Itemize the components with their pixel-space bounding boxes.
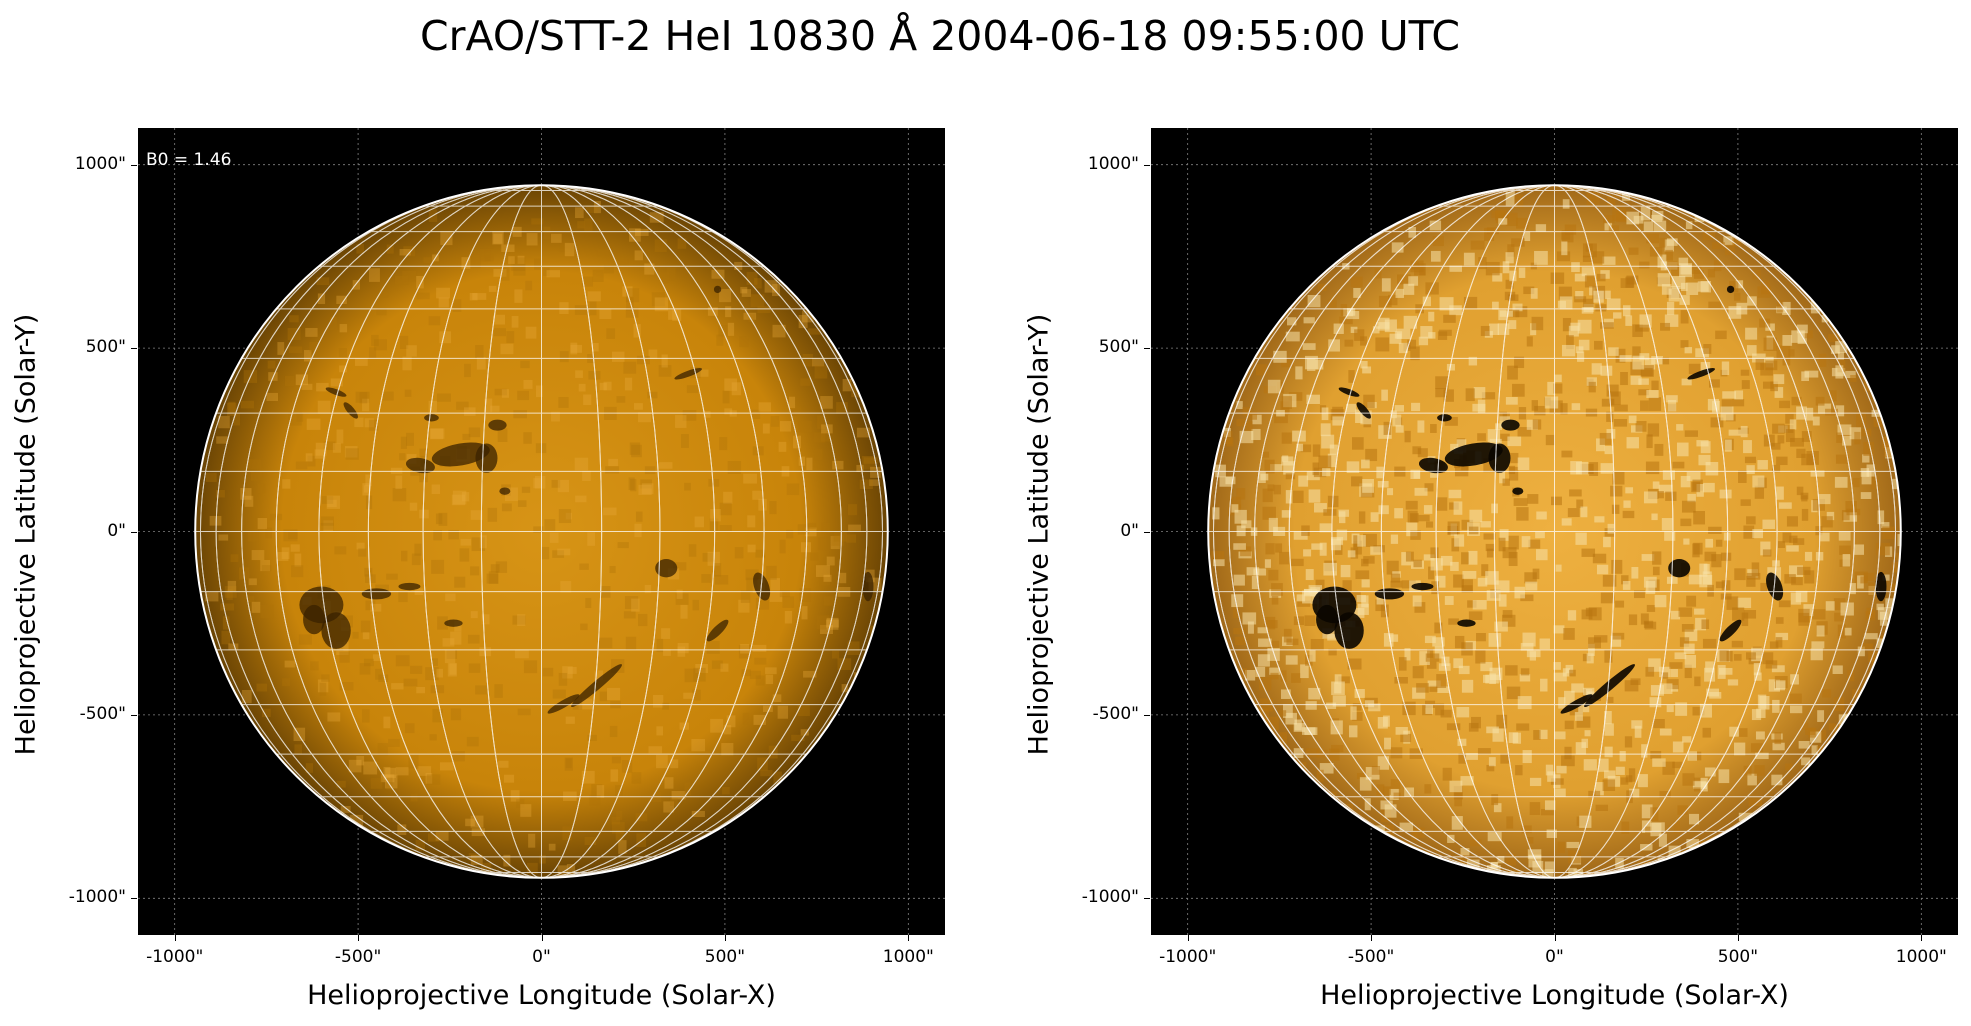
left-solar-disk-image bbox=[138, 128, 945, 935]
dark-feature bbox=[398, 582, 421, 591]
dark-feature bbox=[361, 588, 392, 600]
dark-feature bbox=[1488, 443, 1511, 473]
dark-feature bbox=[1457, 619, 1476, 627]
dark-feature bbox=[325, 387, 347, 397]
y-tick-mark bbox=[131, 531, 137, 533]
dark-feature bbox=[1418, 457, 1448, 474]
y-tick-mark bbox=[131, 898, 137, 900]
dark-feature bbox=[499, 487, 511, 495]
x-tick-mark bbox=[1737, 935, 1739, 941]
b0-annotation: B0 = 1.46 bbox=[146, 150, 232, 170]
x-tick-label: -500" bbox=[334, 947, 382, 967]
x-tick-label: 500" bbox=[1717, 947, 1759, 967]
dark-feature bbox=[1512, 487, 1524, 495]
left-solar-image-panel: B0 = 1.46 bbox=[138, 128, 945, 935]
y-tick-label: -500" bbox=[79, 703, 126, 724]
y-tick-mark bbox=[1144, 898, 1150, 900]
heliographic-grid bbox=[195, 185, 888, 878]
dark-feature bbox=[303, 604, 326, 635]
x-tick-mark bbox=[358, 935, 360, 941]
dark-feature bbox=[571, 664, 622, 708]
dark-feature bbox=[1334, 612, 1364, 649]
dark-feature bbox=[424, 414, 439, 422]
dark-feature bbox=[655, 559, 678, 578]
dark-feature bbox=[1584, 664, 1635, 708]
x-tick-label: 1000" bbox=[882, 947, 934, 967]
dark-feature bbox=[1668, 559, 1691, 578]
y-tick-mark bbox=[131, 348, 137, 350]
dark-feature bbox=[713, 285, 722, 294]
dark-feature bbox=[1316, 604, 1339, 635]
dark-feature bbox=[1501, 419, 1520, 431]
x-tick-label: -1000" bbox=[146, 947, 204, 967]
right-solar-disk-image bbox=[1151, 128, 1958, 935]
left-x-axis-label: Helioprojective Longitude (Solar-X) bbox=[307, 980, 776, 1011]
dark-feature bbox=[475, 443, 498, 473]
y-tick-label: 0" bbox=[1120, 520, 1139, 541]
dark-feature bbox=[431, 442, 490, 467]
x-tick-label: 0" bbox=[532, 947, 551, 967]
heliographic-grid bbox=[1208, 185, 1901, 878]
dark-feature bbox=[1560, 694, 1593, 714]
x-tick-mark bbox=[908, 935, 910, 941]
dark-feature bbox=[343, 402, 358, 419]
solar-limb bbox=[194, 184, 889, 879]
y-tick-label: -1000" bbox=[1081, 887, 1139, 908]
y-tick-label: -1000" bbox=[68, 887, 126, 908]
x-tick-label: -500" bbox=[1347, 947, 1395, 967]
y-tick-label: -500" bbox=[1092, 703, 1139, 724]
y-tick-mark bbox=[131, 164, 137, 166]
y-tick-label: 1000" bbox=[74, 153, 126, 174]
dark-feature bbox=[1411, 582, 1434, 591]
solar-limb bbox=[1207, 184, 1902, 879]
dark-feature bbox=[862, 571, 874, 602]
y-tick-label: 1000" bbox=[1087, 153, 1139, 174]
dark-feature bbox=[1338, 387, 1360, 397]
y-tick-label: 500" bbox=[1098, 337, 1139, 358]
dark-feature bbox=[1374, 588, 1405, 600]
right-solar-image-panel bbox=[1151, 128, 1958, 935]
x-tick-mark bbox=[174, 935, 176, 941]
figure-title: CrAO/STT-2 HeI 10830 Å 2004-06-18 09:55:… bbox=[420, 12, 1460, 60]
dark-feature bbox=[706, 619, 729, 642]
dark-feature bbox=[547, 694, 580, 714]
x-tick-mark bbox=[1187, 935, 1189, 941]
y-tick-mark bbox=[1144, 531, 1150, 533]
x-tick-label: 500" bbox=[704, 947, 746, 967]
y-tick-label: 0" bbox=[107, 520, 126, 541]
x-tick-mark bbox=[1554, 935, 1556, 941]
dark-feature bbox=[405, 457, 435, 474]
x-tick-mark bbox=[724, 935, 726, 941]
right-x-axis-label: Helioprojective Longitude (Solar-X) bbox=[1320, 980, 1789, 1011]
x-tick-mark bbox=[1921, 935, 1923, 941]
y-tick-label: 500" bbox=[85, 337, 126, 358]
dark-feature bbox=[1875, 571, 1887, 602]
dark-feature bbox=[1437, 414, 1452, 422]
x-tick-label: -1000" bbox=[1159, 947, 1217, 967]
x-tick-label: 1000" bbox=[1895, 947, 1947, 967]
y-tick-mark bbox=[1144, 164, 1150, 166]
y-tick-mark bbox=[1144, 348, 1150, 350]
dark-feature bbox=[488, 419, 507, 431]
dark-feature bbox=[1444, 442, 1503, 467]
x-tick-mark bbox=[541, 935, 543, 941]
x-tick-label: 0" bbox=[1545, 947, 1564, 967]
dark-feature bbox=[1719, 619, 1742, 642]
y-tick-mark bbox=[1144, 714, 1150, 716]
dark-feature bbox=[444, 619, 463, 627]
x-tick-mark bbox=[1371, 935, 1373, 941]
dark-feature bbox=[321, 612, 351, 649]
dark-feature bbox=[1726, 285, 1735, 294]
dark-feature bbox=[1356, 402, 1371, 419]
y-tick-mark bbox=[131, 714, 137, 716]
